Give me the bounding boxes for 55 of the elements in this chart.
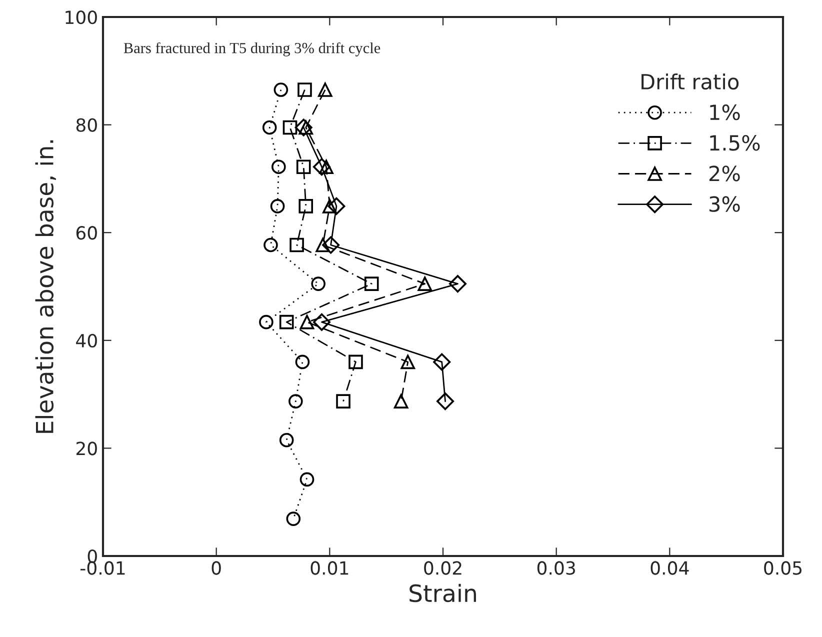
y-tick-label: 20 (76, 442, 97, 456)
point (418, 276, 432, 291)
point (394, 394, 408, 408)
point (312, 158, 330, 176)
point (279, 432, 294, 448)
legend-label: 1.5% (710, 135, 760, 151)
annotation: Bars fractured in T5 during 3% drift cycle (124, 42, 380, 56)
point (272, 160, 286, 174)
point (300, 314, 314, 330)
point (328, 197, 346, 215)
point (312, 313, 330, 331)
point (300, 472, 314, 487)
x-tick-label: 0.05 (764, 561, 802, 575)
legend-title: Drift ratio (642, 73, 739, 90)
point (298, 82, 312, 97)
x-tick-label: 0 (212, 561, 221, 575)
x-tick-label: 0.03 (537, 561, 575, 575)
y-tick-label: 80 (76, 118, 97, 132)
point (274, 82, 288, 97)
point (433, 353, 451, 371)
point (436, 392, 454, 410)
y-tick-label: 40 (76, 334, 97, 348)
point (264, 238, 278, 252)
point (318, 82, 332, 97)
point (364, 276, 379, 291)
y-tick-label: 60 (76, 226, 97, 240)
x-tick-label: 0.02 (424, 561, 462, 575)
point (348, 354, 363, 370)
point (336, 394, 350, 408)
point (294, 118, 312, 136)
point (290, 238, 304, 252)
legend-label: 3% (710, 196, 740, 212)
x-tick-label: 0.01 (310, 561, 348, 575)
point (262, 120, 277, 135)
point (286, 512, 301, 526)
point (311, 276, 326, 291)
point (279, 314, 294, 330)
legend-label: 1% (710, 104, 740, 120)
y-tick-label: 100 (66, 10, 97, 24)
x-tick-label: 0.04 (650, 561, 689, 575)
point (288, 394, 303, 408)
legend-label: 2% (709, 166, 740, 182)
point (296, 160, 311, 174)
point (316, 238, 330, 252)
point (298, 199, 314, 214)
point (282, 120, 298, 135)
point (400, 354, 416, 370)
point (259, 314, 274, 330)
point (295, 354, 310, 370)
x-axis-title: Strain (410, 584, 476, 602)
x-tick-label: -0.01 (80, 561, 125, 575)
point (448, 275, 466, 293)
y-axis-title: Elevation above base, in. (35, 140, 56, 433)
point (270, 199, 285, 214)
point (322, 236, 340, 254)
